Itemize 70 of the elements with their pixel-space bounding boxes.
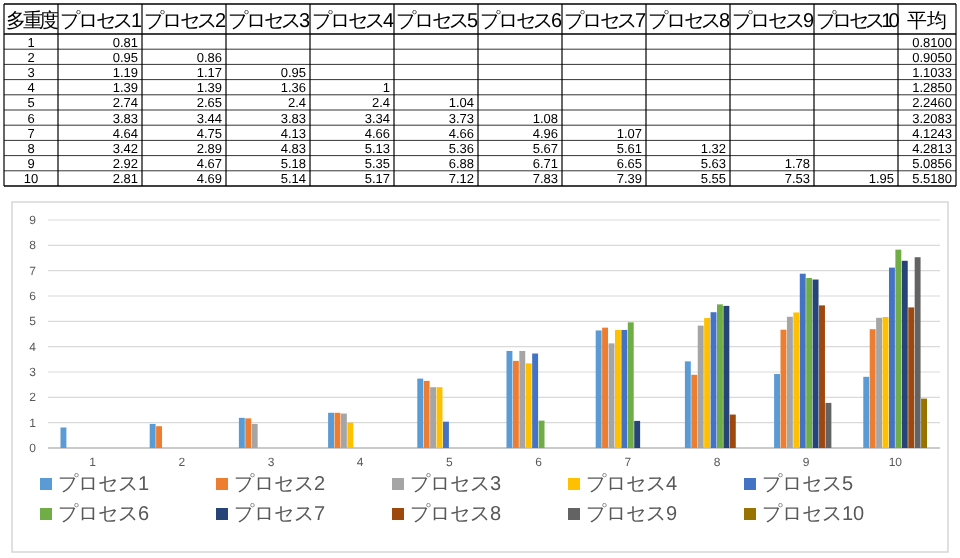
legend-label: プロセス4 [586,472,678,496]
x-tick-label: プロセス5 [395,9,480,33]
x-tick-label: プロセス6 [479,9,564,33]
legend-label: プロセス6 [58,502,150,526]
x-tick-label: プロセス2 [143,9,228,33]
bar [251,423,258,448]
bar [340,413,347,448]
bar [869,329,876,448]
bar [525,363,532,448]
bar [430,387,437,448]
bar [417,378,424,448]
bar [786,316,793,448]
bar [614,329,621,448]
bar [691,374,698,448]
bar [863,376,870,448]
bar [442,421,449,448]
bar [538,420,545,448]
legend-label: プロセス9 [586,502,678,526]
bar [812,279,819,448]
y-axis-title: 多重度 [6,9,60,33]
x-tick-label: プロセス10 [815,9,901,33]
bar [60,427,67,448]
bar [799,273,806,448]
legend-label: プロセス10 [762,502,866,526]
bar [519,350,526,448]
bar [595,330,602,448]
bar [908,307,915,448]
bar [602,327,609,448]
bar [634,420,641,448]
bar [328,412,334,448]
x-tick-label: プロセス4 [311,9,396,33]
bar [819,305,825,448]
bar [506,350,513,448]
bar [627,322,634,448]
bar [806,278,813,448]
bar [793,312,800,448]
bar [149,423,156,448]
bar [876,317,883,448]
bar [532,353,539,448]
bar [245,418,252,448]
x-tick-label: プロセス3 [227,9,312,33]
legend-label: プロセス2 [234,472,326,496]
bar [512,360,519,448]
bar [895,249,902,448]
bar [684,361,691,448]
x-tick-label: プロセス7 [563,9,648,33]
x-tick-label: プロセス1 [59,9,144,33]
bar [729,414,736,448]
bar [704,318,711,448]
bar [774,374,780,448]
bar [825,402,832,448]
x-tick-label: プロセス9 [731,9,816,33]
legend-label: プロセス5 [762,472,854,496]
bar [723,305,730,448]
x-tick-label: 平均 [907,9,947,33]
bar [914,257,921,448]
bar [156,426,163,448]
bar [347,422,354,448]
bar [423,380,430,448]
bar [697,325,704,448]
legend-label: プロセス8 [410,502,502,526]
bar [888,267,895,448]
legend-label: プロセス7 [234,502,326,526]
x-tick-label: プロセス8 [647,9,732,33]
bar [238,417,245,448]
legend-label: プロセス3 [410,472,502,496]
bar [717,304,723,448]
bar [901,260,908,448]
legend-label: プロセス1 [58,472,150,496]
bar [621,329,628,448]
